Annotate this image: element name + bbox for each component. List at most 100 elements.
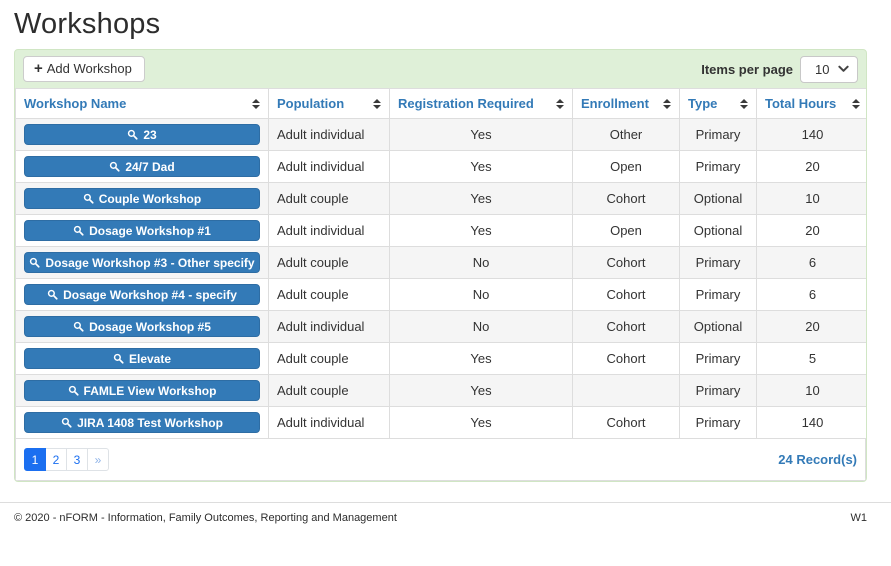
column-header-population[interactable]: Population [268,88,390,119]
pagination-bar: 1 2 3 » 24 Record(s) [15,439,866,481]
items-per-page-label: Items per page [701,61,793,77]
items-per-page-select[interactable]: 10 [800,55,858,83]
workshop-link-button[interactable]: JIRA 1408 Test Workshop [24,412,260,433]
workshop-name-label: Dosage Workshop #5 [89,319,211,334]
total-hours-cell: 10 [756,374,866,407]
toolbar: + Add Workshop Items per page 10 [15,50,866,88]
table-row: Dosage Workshop #5 Adult individual No C… [15,310,866,343]
sort-icon[interactable] [373,99,381,109]
workshop-name-cell: Dosage Workshop #3 - Other specify [15,246,269,279]
footer: © 2020 - nFORM - Information, Family Out… [0,503,891,524]
enrollment-cell: Cohort [572,182,680,215]
search-icon [109,161,120,172]
total-hours-cell: 20 [756,310,866,343]
page-button-3[interactable]: 3 [66,448,88,471]
enrollment-cell: Cohort [572,406,680,439]
table-row: 24/7 Dad Adult individual Yes Open Prima… [15,150,866,183]
registration-required-cell: No [389,246,573,279]
type-cell: Primary [679,118,757,151]
workshop-name-cell: JIRA 1408 Test Workshop [15,406,269,439]
workshop-link-button[interactable]: Dosage Workshop #1 [24,220,260,241]
workshop-link-button[interactable]: 23 [24,124,260,145]
workshop-name-label: 23 [143,127,157,142]
population-cell: Adult individual [268,310,390,343]
workshops-panel: + Add Workshop Items per page 10 [14,49,867,482]
page-title: Workshops [14,8,161,40]
total-hours-cell: 5 [756,342,866,375]
enrollment-cell: Other [572,118,680,151]
type-cell: Primary [679,342,757,375]
sort-icon[interactable] [852,99,860,109]
type-cell: Primary [679,150,757,183]
column-header-workshop-name[interactable]: Workshop Name [15,88,269,119]
items-per-page-value: 10 [815,61,830,77]
population-cell: Adult individual [268,118,390,151]
sort-icon[interactable] [252,99,260,109]
workshop-name-cell: Dosage Workshop #5 [15,310,269,343]
table-row: Dosage Workshop #1 Adult individual Yes … [15,214,866,247]
sort-icon[interactable] [556,99,564,109]
registration-required-cell: Yes [389,342,573,375]
next-page-button[interactable]: » [87,448,109,471]
workshop-name-label: Elevate [128,351,172,366]
search-icon [83,193,94,204]
population-cell: Adult couple [268,374,390,407]
column-header-enrollment[interactable]: Enrollment [572,88,680,119]
table-row: JIRA 1408 Test Workshop Adult individual… [15,406,866,439]
enrollment-cell: Cohort [572,278,680,311]
column-header-type[interactable]: Type [679,88,757,119]
workshop-name-label: Dosage Workshop #1 [89,223,211,238]
workshop-name-cell: FAMLE View Workshop [15,374,269,407]
workshop-link-button[interactable]: Dosage Workshop #4 - specify [24,284,260,305]
enrollment-cell: Cohort [572,246,680,279]
workshops-table: Workshop Name Population Registration Re… [15,88,866,439]
add-workshop-button[interactable]: + Add Workshop [23,56,145,82]
total-hours-cell: 140 [756,118,866,151]
search-icon [47,289,58,300]
column-header-registration-required[interactable]: Registration Required [389,88,573,119]
workshop-link-button[interactable]: Couple Workshop [24,188,260,209]
type-cell: Primary [679,374,757,407]
total-hours-cell: 6 [756,246,866,279]
enrollment-cell: Cohort [572,310,680,343]
footer-divider [0,502,891,503]
workshop-name-label: Dosage Workshop #4 - specify [63,287,237,302]
items-per-page: Items per page 10 [701,55,858,83]
page-button-1[interactable]: 1 [24,448,46,471]
page-button-2[interactable]: 2 [45,448,67,471]
registration-required-cell: Yes [389,150,573,183]
population-cell: Adult couple [268,182,390,215]
search-icon [68,385,79,396]
registration-required-cell: No [389,310,573,343]
table-row: Couple Workshop Adult couple Yes Cohort … [15,182,866,215]
workshop-name-cell: 23 [15,118,269,151]
type-cell: Primary [679,278,757,311]
column-header-total-hours[interactable]: Total Hours [756,88,866,119]
workshop-name-cell: Elevate [15,342,269,375]
sort-icon[interactable] [663,99,671,109]
search-icon [61,417,72,428]
workshop-link-button[interactable]: FAMLE View Workshop [24,380,260,401]
population-cell: Adult individual [268,214,390,247]
workshop-name-label: Couple Workshop [98,191,202,206]
sort-icon[interactable] [740,99,748,109]
type-cell: Primary [679,246,757,279]
registration-required-cell: Yes [389,214,573,247]
registration-required-cell: Yes [389,406,573,439]
search-icon [113,353,124,364]
total-hours-cell: 10 [756,182,866,215]
registration-required-cell: Yes [389,182,573,215]
search-icon [73,321,84,332]
table-body: 23 Adult individual Yes Other Primary 14… [15,118,866,439]
type-cell: Optional [679,182,757,215]
workshop-link-button[interactable]: Elevate [24,348,260,369]
workshop-link-button[interactable]: 24/7 Dad [24,156,260,177]
enrollment-cell: Open [572,150,680,183]
workshop-link-button[interactable]: Dosage Workshop #5 [24,316,260,337]
workshop-link-button[interactable]: Dosage Workshop #3 - Other specify [24,252,260,273]
population-cell: Adult couple [268,278,390,311]
plus-icon: + [34,60,43,77]
add-workshop-label: Add Workshop [46,61,132,76]
search-icon [29,257,41,268]
type-cell: Optional [679,310,757,343]
